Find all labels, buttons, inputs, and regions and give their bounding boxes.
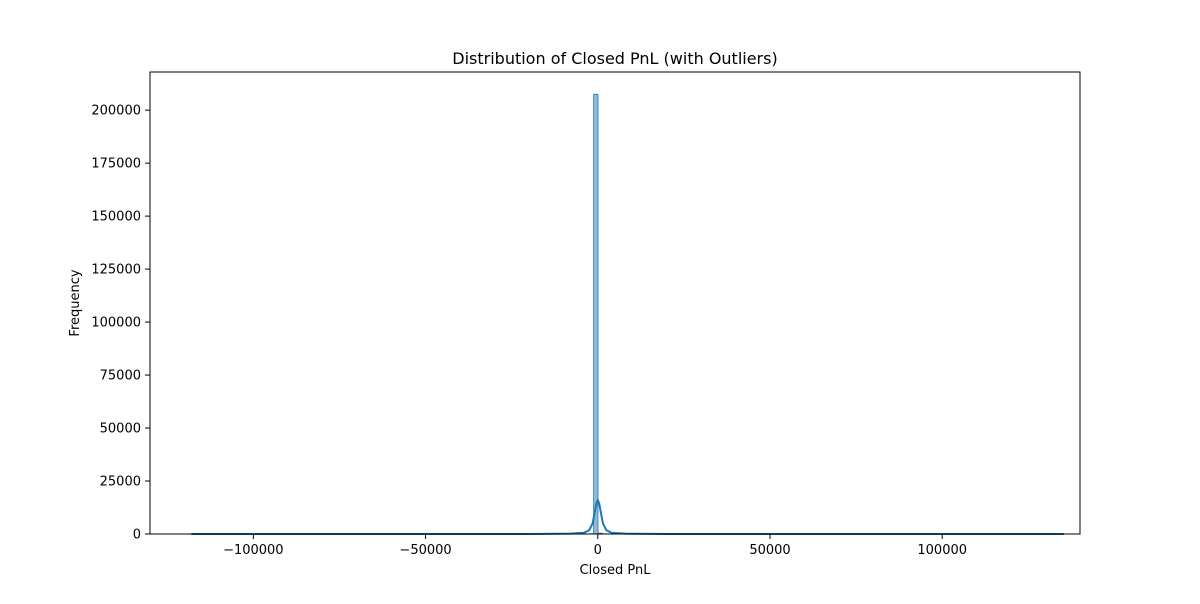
x-tick-label: 0 bbox=[594, 543, 602, 558]
y-tick-label: 150000 bbox=[91, 210, 141, 225]
y-tick-label: 175000 bbox=[91, 157, 141, 172]
y-tick-label: 125000 bbox=[91, 263, 141, 278]
x-axis-ticks: −100000 −50000 0 50000 100000 bbox=[223, 534, 967, 558]
chart-title: Distribution of Closed PnL (with Outlier… bbox=[452, 49, 777, 68]
y-tick-label: 100000 bbox=[91, 316, 141, 331]
y-tick-label: 0 bbox=[133, 528, 141, 543]
x-tick-label: −50000 bbox=[399, 543, 451, 558]
x-tick-label: 50000 bbox=[749, 543, 790, 558]
y-tick-label: 200000 bbox=[91, 104, 141, 119]
x-axis-label: Closed PnL bbox=[580, 563, 652, 578]
y-axis-label: Frequency bbox=[68, 269, 83, 336]
x-tick-label: 100000 bbox=[917, 543, 967, 558]
y-tick-label: 50000 bbox=[100, 422, 141, 437]
y-tick-label: 75000 bbox=[100, 369, 141, 384]
y-axis-ticks: 0 25000 50000 75000 100000 125000 150000 175000… bbox=[91, 104, 150, 543]
histogram-bar bbox=[594, 94, 598, 534]
y-tick-label: 25000 bbox=[100, 475, 141, 490]
plot-background bbox=[150, 72, 1080, 534]
x-tick-label: −100000 bbox=[223, 543, 284, 558]
